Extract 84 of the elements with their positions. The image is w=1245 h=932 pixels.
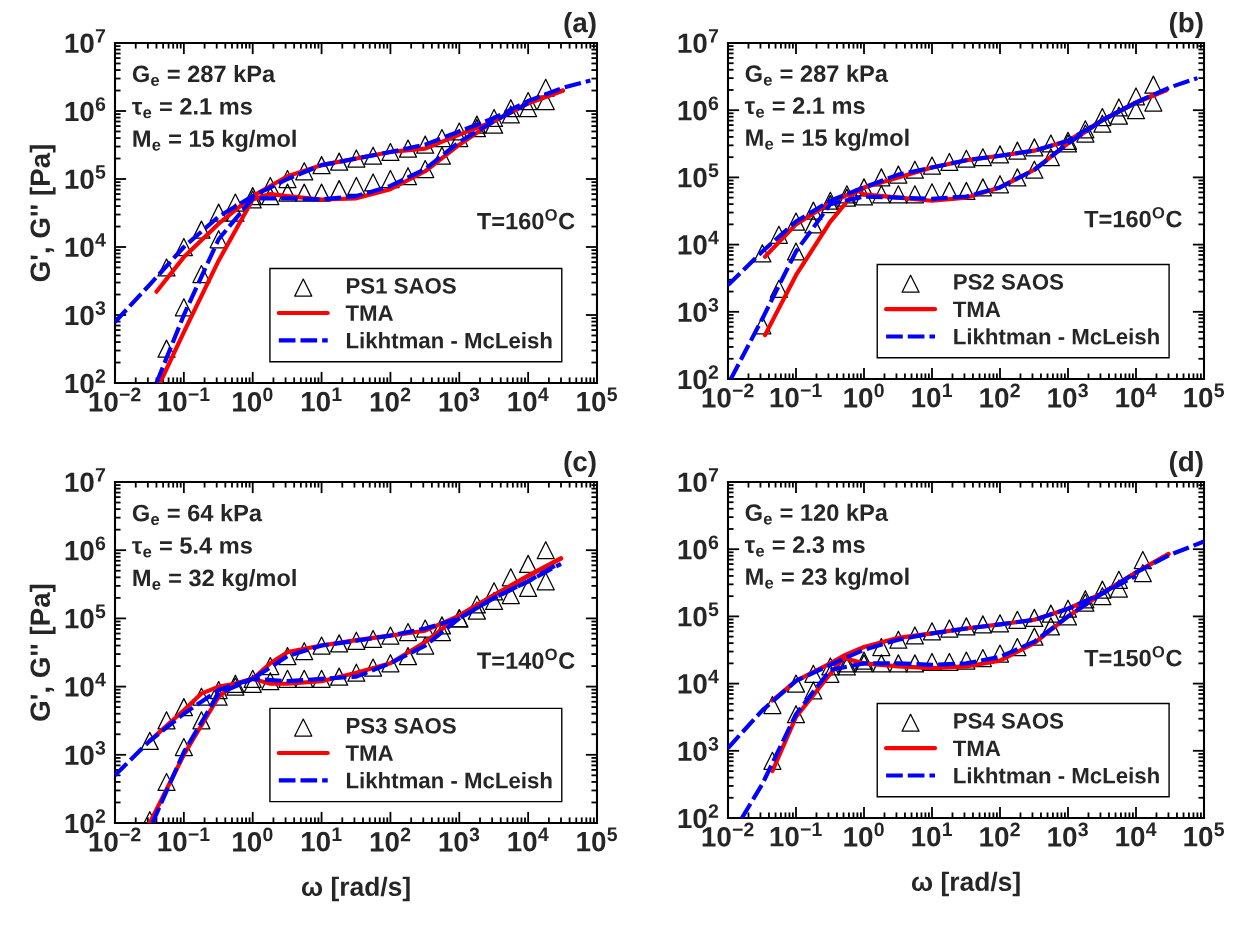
x-tick-label: 10$^{4}$ (1116, 822, 1157, 847)
legend-label: PS4 SAOS (954, 713, 1064, 729)
x-tick-label: 10$^{2}$ (370, 827, 411, 852)
annotation: τ$_{e}$ = 2.1 ms (744, 97, 865, 118)
annotation: G$_{e}$ = 64 kPa (132, 504, 263, 526)
x-tick-label: 10$^{1}$ (301, 827, 342, 852)
annotation: M$_{e}$ = 23 kg/mol (746, 567, 909, 590)
x-tick-label: 10$^{4}$ (1116, 383, 1157, 408)
annotation: T=160$^{O}$C (1084, 206, 1182, 228)
chart-title: (c) (564, 450, 596, 477)
annotation: τ$_{e}$ = 5.4 ms (132, 537, 252, 558)
x-axis-title: ω [rad/s] (301, 876, 410, 902)
x-tick-label: 10$^{−1}$ (158, 387, 210, 412)
y-tick-label: 10$^{4}$ (678, 230, 719, 255)
x-tick-label: 10$^{2}$ (980, 822, 1020, 847)
annotation: τ$_{e}$ = 2.1 ms (132, 97, 252, 119)
legend-label: Likhtman - McLeish (346, 332, 552, 349)
y-tick-label: 10$^{7}$ (65, 29, 105, 54)
y-tick-label: 10$^{7}$ (65, 468, 105, 493)
x-tick-label: 10$^{0}$ (844, 383, 884, 408)
y-tick-label: 10$^{3}$ (65, 301, 106, 326)
x-tick-label: 10$^{0}$ (233, 827, 273, 852)
y-tick-label: 10$^{6}$ (678, 96, 719, 121)
y-axis-title: G', G'' [Pa] (29, 584, 56, 721)
legend-label: TMA (953, 740, 1001, 756)
chart-title: (d) (1169, 451, 1203, 477)
annotation: G$_{e}$ = 287 kPa (132, 64, 276, 86)
x-tick-label: 10$^{3}$ (1048, 822, 1088, 847)
x-tick-label: 10$^{3}$ (439, 827, 480, 852)
legend-label: TMA (345, 305, 394, 321)
annotation: T=150$^{O}$C (1084, 645, 1182, 667)
y-tick-label: 10$^{7}$ (678, 29, 718, 54)
y-tick-label: 10$^{6}$ (65, 97, 106, 122)
x-tick-label: 10$^{−1}$ (770, 383, 822, 408)
annotation: G$_{e}$ = 287 kPa (745, 64, 889, 86)
chart-title: (b) (1169, 12, 1203, 38)
y-tick-label: 10$^{6}$ (678, 535, 719, 560)
legend-label: Likhtman - McLeish (954, 328, 1159, 345)
x-tick-label: 10$^{−1}$ (158, 827, 210, 852)
legend-label: TMA (953, 301, 1001, 317)
legend-label: Likhtman - McLeish (346, 772, 552, 789)
annotation: τ$_{e}$ = 2.3 ms (744, 536, 865, 557)
x-tick-label: 10$^{2}$ (370, 387, 411, 412)
x-tick-label: 10$^{5}$ (1184, 822, 1225, 847)
legend-label: TMA (345, 745, 394, 761)
y-tick-label: 10$^{4}$ (65, 672, 106, 697)
x-tick-label: 10$^{1}$ (301, 387, 342, 412)
x-tick-label: 10$^{0}$ (233, 387, 273, 412)
x-axis-title: ω [rad/s] (911, 871, 1020, 897)
x-tick-label: 10$^{4}$ (508, 827, 549, 852)
x-tick-label: 10$^{2}$ (980, 383, 1020, 408)
legend-label: Likhtman - McLeish (954, 767, 1159, 784)
annotation: M$_{e}$ = 15 kg/mol (133, 129, 296, 152)
x-tick-label: 10$^{3}$ (439, 387, 480, 412)
x-tick-label: 10$^{−1}$ (770, 822, 822, 847)
y-axis-title: G', G'' [Pa] (29, 145, 56, 282)
y-tick-label: 10$^{5}$ (65, 165, 106, 190)
y-tick-label: 10$^{3}$ (678, 297, 719, 323)
x-tick-label: 10$^{5}$ (577, 387, 618, 412)
x-tick-label: 10$^{0}$ (844, 822, 884, 847)
x-tick-label: 10$^{3}$ (1048, 383, 1088, 408)
annotation: T=140$^{O}$C (477, 648, 575, 670)
annotation: M$_{e}$ = 15 kg/mol (746, 128, 909, 151)
chart-title: (a) (564, 12, 596, 38)
x-tick-label: 10$^{1}$ (912, 383, 953, 408)
annotation: T=160$^{O}$C (477, 209, 575, 230)
legend-label: PS3 SAOS (346, 717, 456, 734)
x-tick-label: 10$^{5}$ (577, 827, 618, 852)
legend-label: PS1 SAOS (346, 277, 456, 294)
y-tick-label: 10$^{5}$ (678, 602, 719, 627)
legend-label: PS2 SAOS (954, 274, 1064, 290)
x-tick-label: 10$^{4}$ (508, 387, 549, 412)
x-tick-label: 10$^{5}$ (1184, 383, 1225, 408)
x-tick-label: 10$^{1}$ (912, 822, 953, 847)
y-tick-label: 10$^{5}$ (678, 163, 719, 188)
y-tick-label: 10$^{7}$ (678, 468, 718, 493)
y-tick-label: 10$^{5}$ (65, 604, 106, 629)
y-tick-label: 10$^{4}$ (65, 233, 106, 258)
y-tick-label: 10$^{6}$ (65, 536, 106, 561)
y-tick-label: 10$^{4}$ (678, 669, 719, 694)
annotation: M$_{e}$ = 32 kg/mol (133, 568, 296, 592)
annotation: G$_{e}$ = 120 kPa (745, 503, 889, 525)
y-tick-label: 10$^{3}$ (65, 740, 106, 766)
y-tick-label: 10$^{3}$ (678, 736, 719, 762)
